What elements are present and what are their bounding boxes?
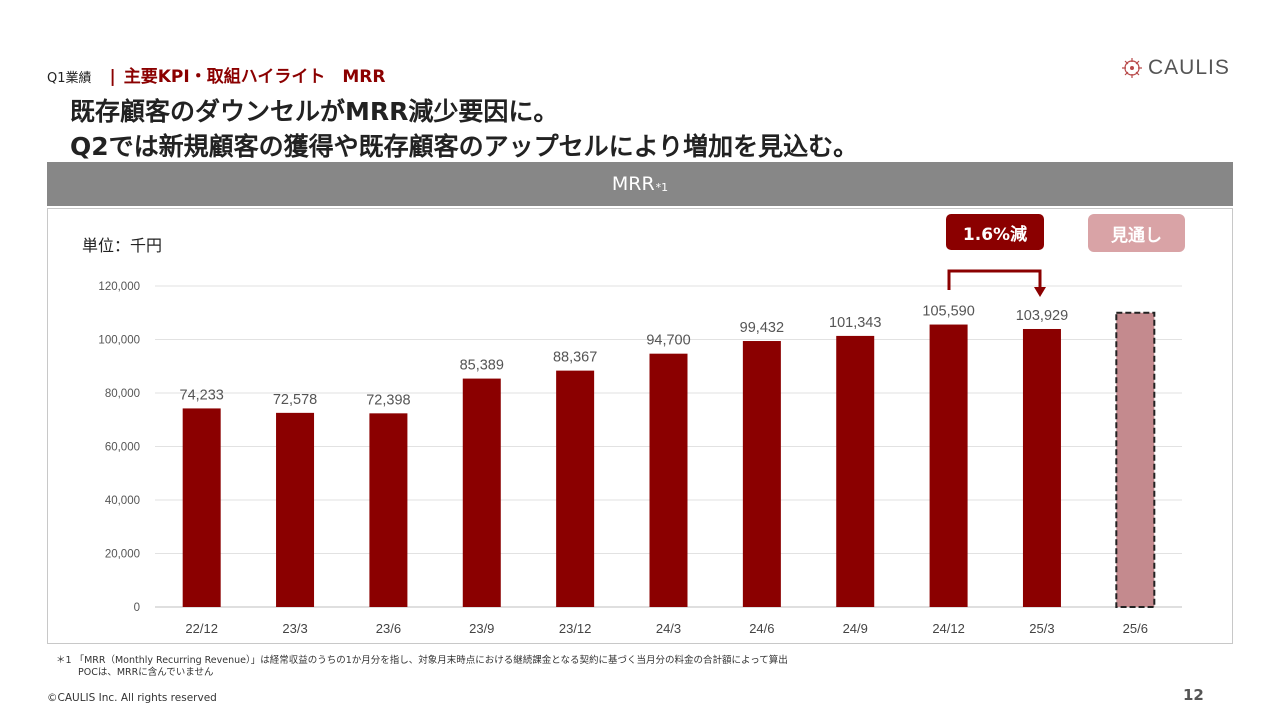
data-bar bbox=[1022, 328, 1061, 607]
data-bar bbox=[929, 324, 968, 607]
logo-text: CAULIS bbox=[1148, 56, 1230, 79]
x-tick-label: 23/6 bbox=[376, 621, 401, 636]
y-tick-label: 80,000 bbox=[105, 388, 140, 400]
x-tick-label: 25/3 bbox=[1029, 621, 1054, 636]
caulis-logo: CAULIS bbox=[1120, 56, 1230, 80]
data-bar bbox=[276, 412, 315, 607]
footnote-mrr-definition: ＊1 「MRR（Monthly Recurring Revenue）」は経常収益… bbox=[56, 655, 788, 666]
data-label: 105,590 bbox=[922, 304, 974, 320]
x-tick-label: 24/9 bbox=[843, 621, 868, 636]
y-tick-label: 40,000 bbox=[105, 495, 140, 507]
breadcrumb-separator: | bbox=[109, 67, 116, 87]
x-tick-label: 24/3 bbox=[656, 621, 681, 636]
data-bar bbox=[369, 413, 408, 607]
x-tick-label: 22/12 bbox=[185, 621, 218, 636]
data-label: 94,700 bbox=[646, 333, 690, 349]
y-tick-label: 100,000 bbox=[98, 335, 140, 347]
data-bar bbox=[836, 335, 875, 607]
data-bar bbox=[742, 341, 781, 607]
caulis-logo-icon bbox=[1122, 58, 1142, 78]
x-tick-label: 24/6 bbox=[749, 621, 774, 636]
section-title-bar: MRR *1 bbox=[47, 162, 1233, 206]
x-tick-label: 23/3 bbox=[282, 621, 307, 636]
forecast-badge: 見通し bbox=[1088, 214, 1185, 252]
change-arrow-head bbox=[1034, 287, 1046, 297]
breadcrumb-title: 主要KPI・取組ハイライト MRR bbox=[123, 67, 386, 87]
data-bar bbox=[182, 408, 221, 607]
section-title: MRR bbox=[611, 173, 655, 195]
y-tick-label: 0 bbox=[134, 602, 140, 614]
data-label: 101,343 bbox=[829, 315, 881, 331]
footnote-poc: POCは、MRRに含んでいません bbox=[78, 667, 214, 678]
y-tick-label: 20,000 bbox=[105, 549, 140, 561]
data-label: 88,367 bbox=[553, 350, 597, 366]
section-title-footnote-mark: *1 bbox=[655, 180, 669, 194]
data-label: 72,578 bbox=[273, 392, 317, 408]
headline-line-1: 既存顧客のダウンセルがMRR減少要因に。 bbox=[70, 97, 559, 126]
chart-frame bbox=[47, 208, 1233, 644]
data-bar bbox=[649, 353, 688, 607]
x-tick-label: 24/12 bbox=[932, 621, 965, 636]
change-badge: 1.6%減 bbox=[946, 214, 1044, 250]
y-tick-label: 60,000 bbox=[105, 442, 140, 454]
x-tick-label: 25/6 bbox=[1123, 621, 1148, 636]
page-number: 12 bbox=[1183, 686, 1204, 704]
data-label: 72,398 bbox=[366, 392, 410, 408]
breadcrumb: Q1業績 | 主要KPI・取組ハイライト MRR bbox=[47, 62, 385, 87]
change-bracket-arrow bbox=[947, 269, 1042, 291]
data-label: 74,233 bbox=[180, 387, 224, 403]
x-tick-label: 23/12 bbox=[559, 621, 592, 636]
data-label: 99,432 bbox=[740, 320, 784, 336]
forecast-bar bbox=[1115, 311, 1156, 608]
data-label: 103,929 bbox=[1016, 308, 1068, 324]
y-tick-label: 120,000 bbox=[98, 281, 140, 293]
headline-line-2: Q2では新規顧客の獲得や既存顧客のアップセルにより増加を見込む。 bbox=[70, 132, 859, 161]
data-bar bbox=[556, 370, 595, 607]
breadcrumb-prefix: Q1業績 bbox=[47, 71, 92, 86]
unit-label: 単位：千円 bbox=[82, 236, 163, 255]
x-tick-label: 23/9 bbox=[469, 621, 494, 636]
copyright: ©CAULIS Inc. All rights reserved bbox=[47, 692, 217, 704]
data-label: 85,389 bbox=[460, 358, 504, 374]
data-bar bbox=[462, 378, 501, 607]
